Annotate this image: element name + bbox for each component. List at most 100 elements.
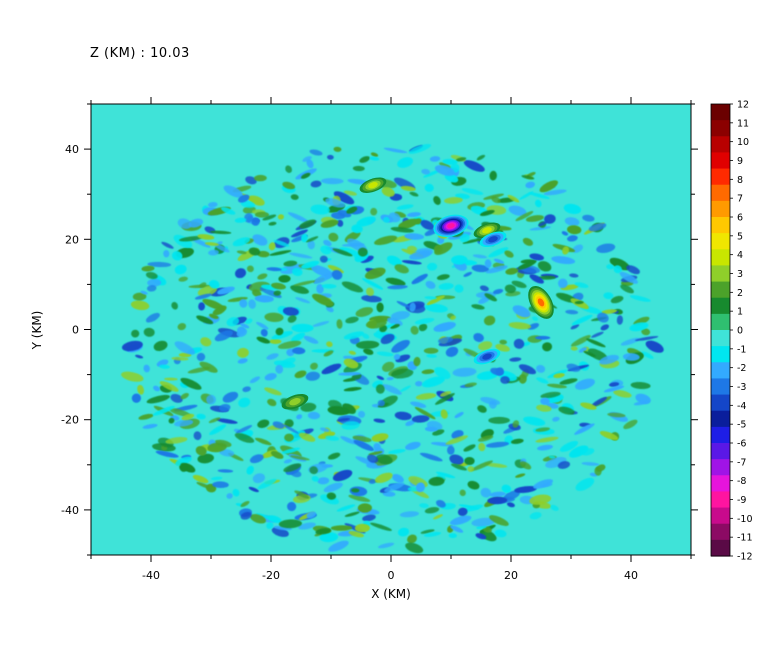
field-cell (572, 244, 583, 253)
field-cell (299, 219, 316, 229)
field-cell (463, 160, 485, 172)
field-cell (583, 351, 596, 357)
field-cell (610, 295, 624, 304)
field-cell (324, 274, 333, 280)
field-cell (512, 305, 531, 318)
x-tick-label: 0 (388, 569, 395, 582)
field-cell (433, 244, 443, 254)
field-cell (550, 504, 559, 511)
field-cell (269, 338, 282, 345)
field-cell (248, 247, 261, 256)
field-cell (409, 250, 432, 260)
field-cell (420, 529, 435, 534)
field-cell (609, 257, 630, 271)
field-cell (381, 186, 395, 197)
field-cell (142, 423, 158, 429)
colorbar-swatch (711, 104, 730, 121)
field-cell (410, 401, 427, 408)
field-cell (467, 480, 480, 490)
field-cell (237, 358, 248, 364)
field-cell (553, 373, 565, 379)
field-cell (509, 357, 522, 362)
colorbar-label: 0 (737, 326, 743, 337)
field-cell (236, 328, 248, 338)
field-cell (290, 285, 309, 294)
field-cell (199, 282, 207, 288)
field-cell (367, 454, 379, 464)
field-cell (548, 455, 556, 459)
field-cell (246, 465, 254, 475)
field-cell (388, 449, 406, 454)
colorbar-swatch (711, 265, 730, 283)
y-tick-label: -40 (61, 504, 79, 517)
field-cell (495, 367, 504, 376)
field-cell (594, 466, 602, 476)
field-cell (326, 341, 333, 348)
field-cell (527, 323, 540, 330)
field-cell (459, 489, 466, 497)
field-cell (143, 327, 155, 337)
colorbar-label: 5 (737, 231, 743, 242)
field-cell (451, 255, 468, 265)
field-cell (165, 436, 188, 444)
field-cell (171, 356, 189, 361)
field-cell (424, 183, 434, 193)
field-cell (357, 247, 368, 257)
field-cell (354, 523, 370, 533)
field-cell (363, 348, 374, 355)
field-cell (146, 285, 157, 292)
colorbar-label: -5 (737, 420, 746, 431)
field-cell (377, 399, 385, 407)
field-cell (192, 474, 209, 484)
field-cell (197, 234, 215, 240)
field-cell (424, 303, 448, 313)
field-cell (226, 317, 240, 327)
field-cell (283, 463, 302, 473)
field-cell (257, 419, 270, 429)
field-cell (307, 411, 320, 420)
colorbar-label: 2 (737, 288, 743, 299)
field-cell (442, 158, 458, 165)
field-cell (209, 230, 232, 235)
field-cell (146, 394, 170, 404)
field-cell (294, 490, 310, 499)
field-cell (386, 255, 402, 267)
field-cell (529, 253, 544, 261)
field-cell (257, 273, 268, 280)
colorbar-swatch (711, 507, 730, 525)
field-cell (217, 286, 235, 295)
field-cell (380, 333, 395, 345)
field-cell (415, 482, 425, 493)
colorbar-label: 10 (737, 137, 749, 148)
field-cell (132, 292, 147, 301)
field-cell (597, 312, 609, 323)
field-cell (374, 235, 398, 246)
field-cell (622, 353, 640, 361)
colorbar-swatch (711, 297, 730, 315)
field-cell (397, 157, 414, 168)
field-cell (405, 441, 421, 450)
field-cell (603, 385, 625, 393)
field-cell (414, 317, 435, 325)
field-cell (557, 461, 571, 469)
field-cell (551, 256, 576, 265)
field-cell (252, 234, 268, 246)
field-cell (168, 417, 175, 424)
field-cell (343, 358, 359, 369)
field-cell (413, 356, 421, 367)
field-cell (393, 353, 401, 360)
feature-contour (289, 398, 301, 406)
x-tick-label: -40 (142, 569, 160, 582)
field-cell (514, 485, 537, 494)
field-cell (271, 331, 293, 340)
field-cell (543, 189, 567, 196)
field-cell (310, 362, 318, 370)
field-cell (164, 377, 178, 381)
field-cell (336, 219, 344, 227)
field-cell (121, 371, 144, 382)
field-cell (325, 198, 346, 208)
field-cell (273, 290, 282, 296)
field-cell (272, 421, 285, 429)
field-cell (383, 216, 391, 223)
field-cell (331, 269, 343, 280)
